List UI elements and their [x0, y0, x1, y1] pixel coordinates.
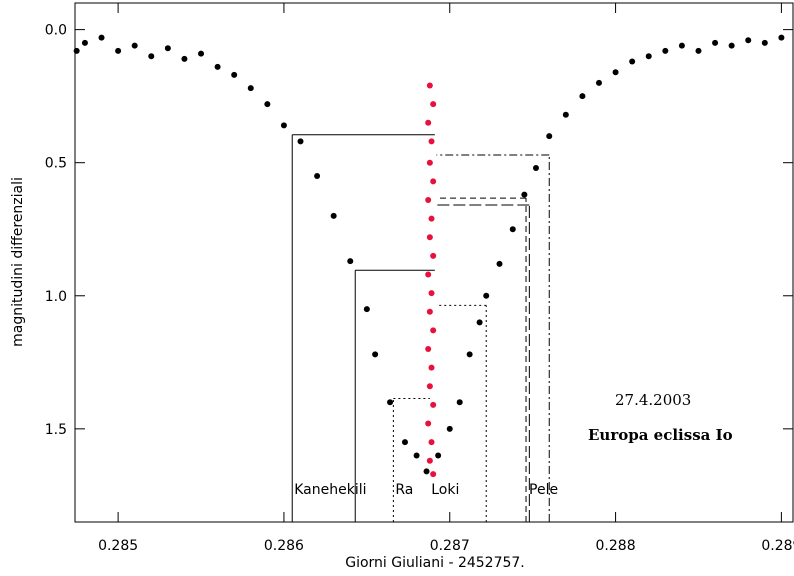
data-point	[131, 42, 138, 49]
data-point	[446, 425, 453, 432]
data-point	[81, 39, 88, 46]
data-point	[428, 290, 435, 297]
plot-frame	[74, 2, 794, 523]
y-tick-label: 0.5	[45, 156, 67, 172]
data-point	[425, 119, 432, 126]
data-point	[164, 45, 171, 52]
data-point	[456, 399, 463, 406]
x-axis-label: Giorni Giuliani - 2452757.	[345, 555, 525, 571]
data-point	[509, 226, 516, 233]
data-point	[425, 420, 432, 427]
data-point	[297, 138, 304, 145]
data-point	[430, 471, 437, 478]
data-point	[372, 351, 379, 358]
data-point	[181, 55, 188, 62]
data-point	[314, 173, 321, 179]
data-point	[280, 122, 287, 129]
title-annotation: Europa eclissa Io	[588, 426, 733, 444]
x-tick-label: 0.289	[761, 538, 794, 554]
data-point	[198, 50, 205, 57]
data-point	[330, 212, 337, 219]
data-point	[247, 85, 254, 92]
data-point	[264, 101, 271, 108]
data-point	[496, 260, 503, 267]
data-point	[435, 452, 442, 459]
feature-label: Kanehekili	[294, 482, 366, 498]
data-point	[430, 401, 437, 408]
data-point	[728, 42, 735, 49]
data-point	[428, 215, 435, 222]
data-point	[595, 79, 602, 86]
y-tick-label: 1.0	[45, 289, 67, 305]
y-tick-label: 1.5	[45, 422, 67, 438]
data-point	[430, 178, 437, 185]
data-point	[214, 63, 221, 70]
data-point	[426, 159, 433, 166]
data-point	[476, 319, 483, 326]
data-point	[363, 306, 370, 313]
data-point	[115, 47, 122, 54]
data-point	[645, 53, 652, 60]
data-point	[778, 34, 785, 41]
x-tick-label: 0.288	[596, 538, 636, 554]
x-tick-label: 0.285	[98, 538, 138, 554]
data-point	[662, 47, 669, 54]
data-point	[430, 327, 437, 334]
data-point	[612, 69, 619, 76]
data-point	[466, 351, 473, 358]
data-point	[695, 47, 702, 54]
data-point	[387, 399, 394, 406]
feature-label: Pele	[529, 482, 558, 498]
data-point	[430, 101, 437, 108]
data-point	[546, 133, 553, 140]
data-point	[428, 138, 435, 145]
feature-label: Loki	[431, 482, 459, 498]
data-point	[430, 252, 437, 259]
data-point	[532, 165, 539, 172]
data-point	[98, 34, 105, 41]
data-point	[426, 308, 433, 315]
data-point	[712, 39, 719, 46]
data-point	[425, 271, 432, 278]
data-point	[426, 457, 433, 464]
data-point	[347, 258, 354, 265]
data-point	[148, 53, 155, 60]
data-point	[745, 37, 752, 44]
data-point	[428, 364, 435, 371]
data-point	[426, 383, 433, 390]
data-point	[426, 82, 433, 89]
x-tick-label: 0.286	[264, 538, 304, 554]
data-point	[521, 191, 528, 198]
data-point	[678, 42, 685, 49]
data-point	[413, 452, 420, 459]
data-point	[425, 346, 432, 352]
data-point	[428, 439, 435, 446]
data-point	[401, 439, 408, 446]
feature-label: Ra	[395, 482, 413, 498]
data-point	[423, 468, 430, 475]
data-point	[73, 47, 80, 54]
data-point	[425, 196, 432, 203]
date-annotation: 27.4.2003	[615, 391, 691, 409]
data-point	[483, 292, 490, 299]
data-point	[761, 39, 768, 46]
data-point	[579, 93, 586, 100]
data-point	[231, 71, 238, 78]
data-point	[426, 234, 433, 241]
y-axis-label: magnitudini differenziali	[10, 177, 26, 347]
data-point	[629, 58, 636, 65]
x-tick-label: 0.287	[430, 538, 470, 554]
y-tick-label: 0.0	[45, 23, 67, 39]
data-point	[562, 111, 569, 118]
